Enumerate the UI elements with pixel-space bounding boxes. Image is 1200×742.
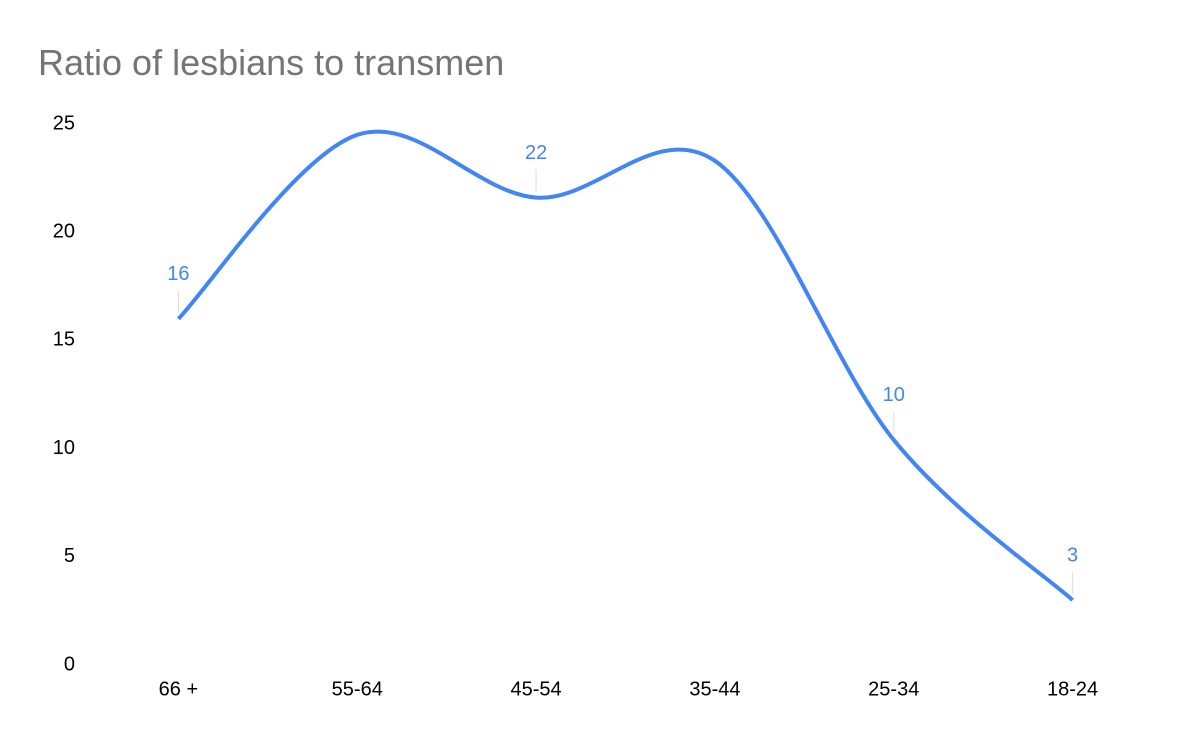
x-tick-label: 45-54 xyxy=(511,678,562,700)
x-tick-label: 18-24 xyxy=(1047,678,1098,700)
y-tick-label: 0 xyxy=(64,653,75,675)
data-label: 22 xyxy=(525,142,547,164)
x-tick-label: 35-44 xyxy=(689,678,740,700)
y-tick-label: 10 xyxy=(53,437,75,459)
x-tick-label: 55-64 xyxy=(332,678,383,700)
y-tick-label: 25 xyxy=(53,112,75,134)
x-tick-label: 66 + xyxy=(159,678,198,700)
y-tick-label: 5 xyxy=(64,545,75,567)
data-label: 10 xyxy=(883,384,905,406)
y-tick-label: 20 xyxy=(53,220,75,242)
data-label: 3 xyxy=(1067,544,1078,566)
chart-title: Ratio of lesbians to transmen xyxy=(38,42,504,83)
x-tick-label: 25-34 xyxy=(868,678,919,700)
data-label: 16 xyxy=(167,263,189,285)
line xyxy=(176,129,1074,602)
y-tick-label: 15 xyxy=(53,329,75,351)
